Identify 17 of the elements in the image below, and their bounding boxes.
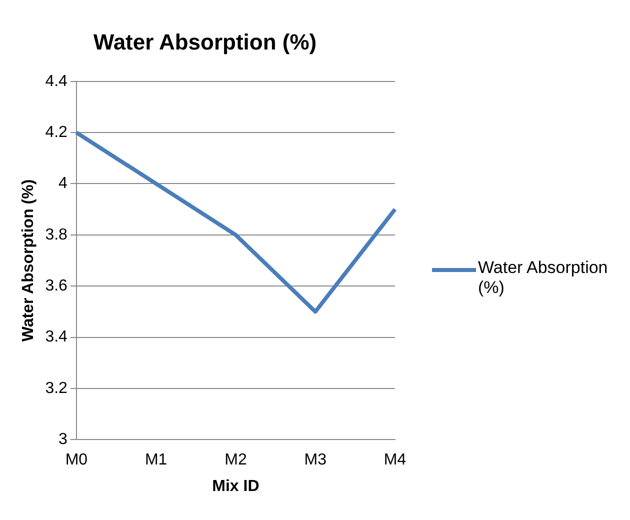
y-tick-label: 4 [58,175,68,192]
x-tick-label: M1 [144,452,168,469]
y-tick-label: 3 [58,431,68,448]
x-axis-title: Mix ID [212,478,260,495]
x-tick-label: M4 [384,452,406,469]
chart-title: Water Absorption (%) [93,29,317,54]
x-tick-label: M3 [304,452,327,469]
y-tick-label: 3.4 [45,328,68,346]
x-tick-label: M2 [224,452,247,469]
y-tick-label: 3.6 [45,277,68,294]
y-tick-label: 3.8 [45,226,68,244]
legend-label: Water Absorption (%) [478,258,609,298]
y-tick-label: 4.2 [45,124,68,141]
y-tick-label: 4.4 [45,72,68,90]
y-tick-label: 3.2 [45,380,68,397]
y-axis-title: Water Absorption (%) [20,179,38,342]
x-tick-label: M0 [65,452,88,469]
